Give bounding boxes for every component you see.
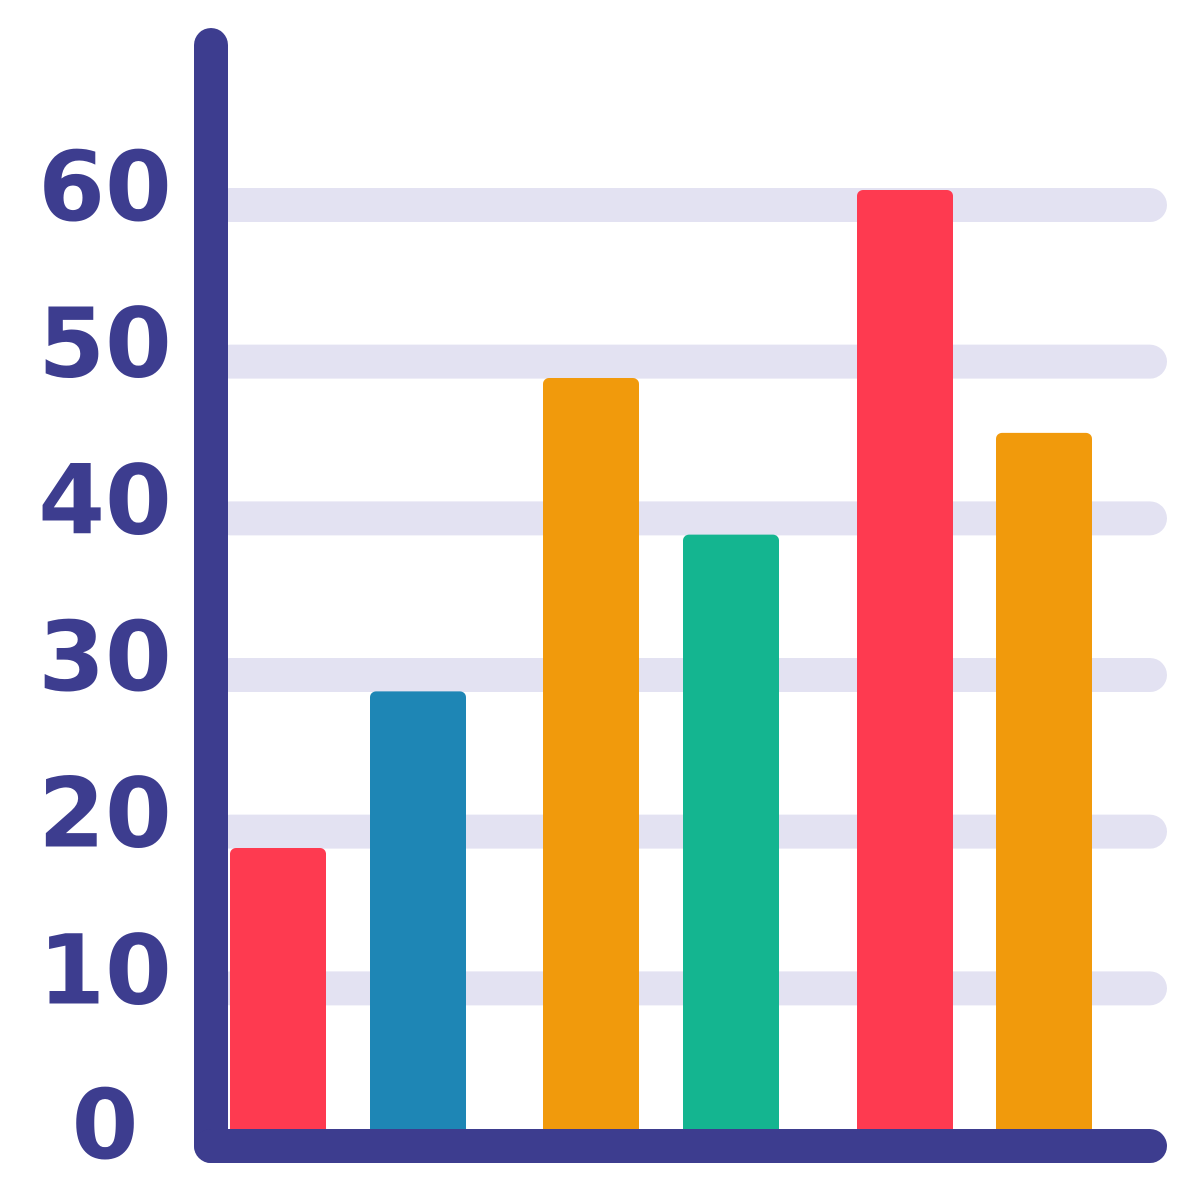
y-tick-label-20: 20	[38, 758, 172, 870]
y-tick-label-0: 0	[72, 1069, 139, 1181]
bar-6	[996, 432, 1092, 1136]
bar-5	[857, 190, 953, 1136]
bars	[230, 190, 1092, 1136]
y-tick-label-40: 40	[38, 444, 172, 556]
axes	[194, 28, 1167, 1163]
bar-3	[543, 378, 639, 1136]
y-tick-label-60: 60	[38, 131, 172, 243]
y-tick-label-30: 30	[38, 601, 172, 713]
bar-4	[683, 534, 779, 1136]
y-tick-label-10: 10	[38, 914, 172, 1026]
y-tick-label-50: 50	[38, 288, 172, 400]
y-tick-labels: 0 10 20 30 40 50 60	[38, 131, 172, 1181]
bar-1	[230, 848, 326, 1136]
bar-2	[370, 691, 466, 1136]
